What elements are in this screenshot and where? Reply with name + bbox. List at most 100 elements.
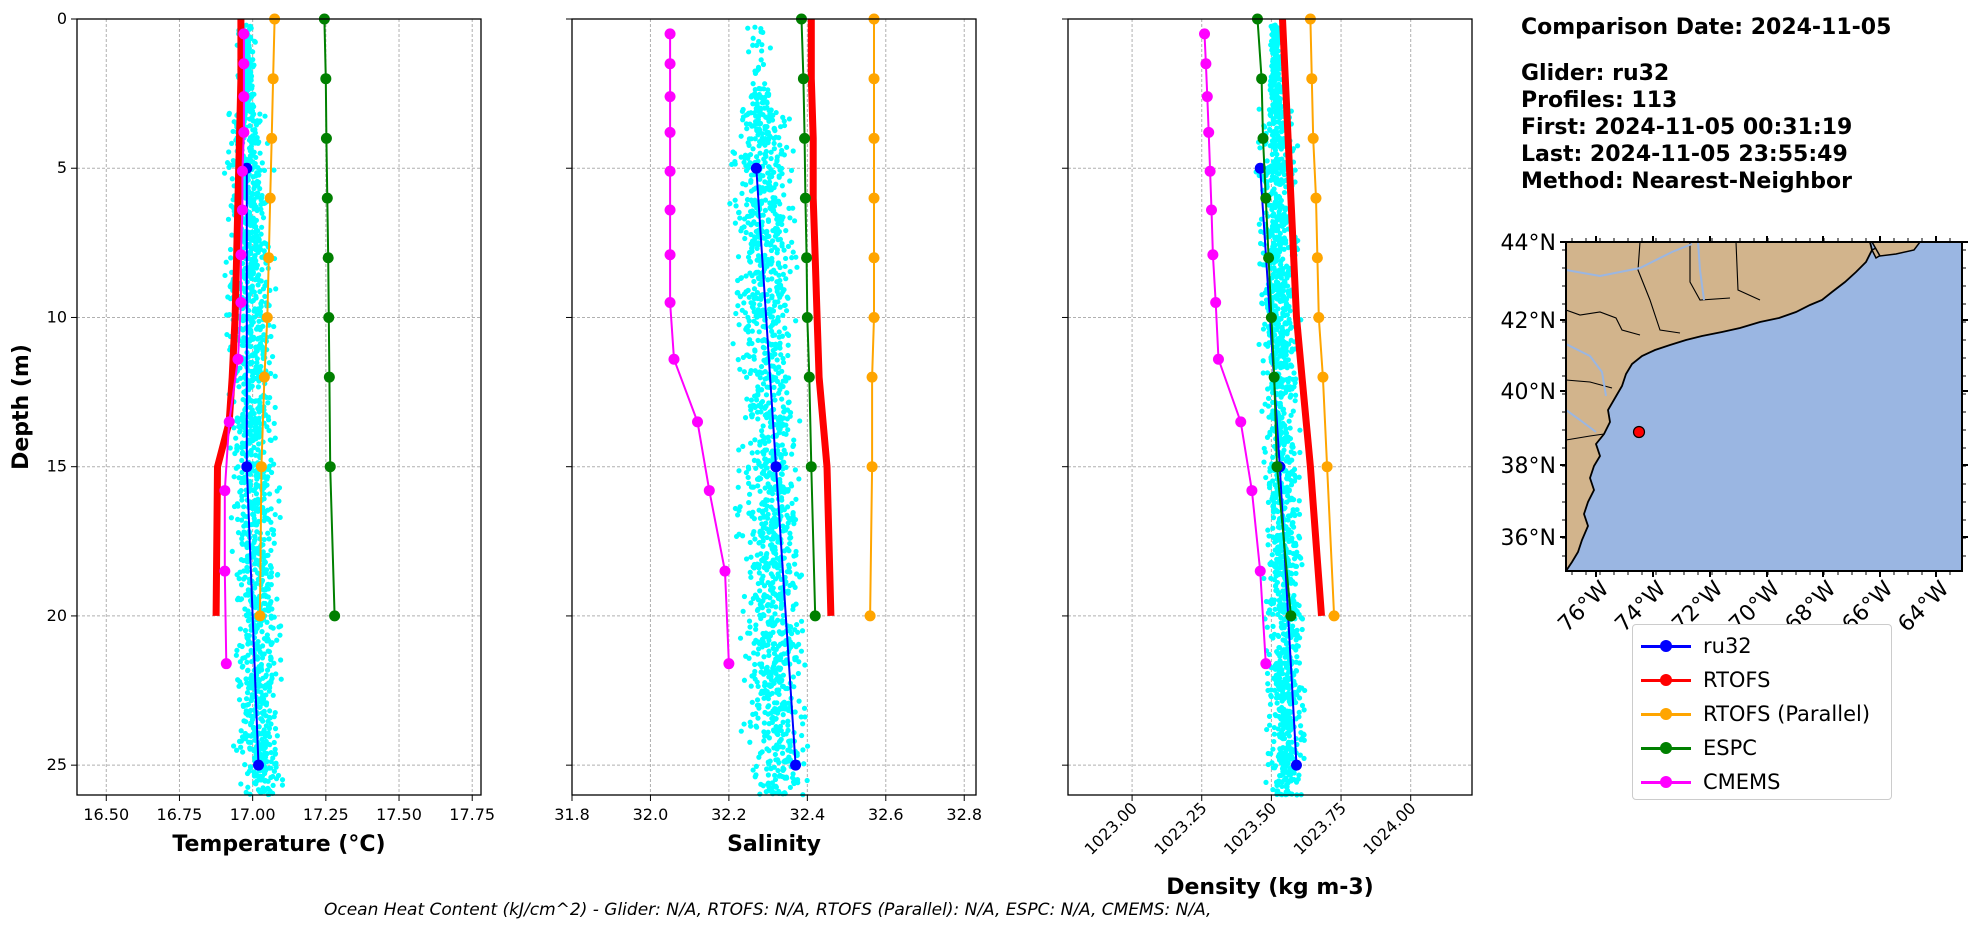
data-point (1271, 461, 1283, 473)
x-tick-label: 16.75 (157, 805, 203, 824)
glider-point (782, 255, 789, 262)
data-point (664, 249, 676, 261)
glider-point (1267, 607, 1273, 613)
glider-point (1280, 293, 1286, 300)
glider-point (263, 732, 269, 739)
glider-point (1272, 606, 1278, 612)
glider-point (776, 292, 782, 298)
glider-point (787, 215, 793, 221)
glider-point (240, 511, 246, 517)
glider-point (1282, 676, 1288, 682)
glider-point (243, 676, 249, 682)
glider-point (242, 736, 248, 742)
glider-point (229, 176, 235, 182)
glider-point (772, 776, 779, 783)
glider-point (735, 303, 741, 309)
glider-point (1272, 765, 1278, 771)
glider-point (1260, 358, 1266, 364)
glider-point (745, 25, 751, 31)
glider-point (1289, 776, 1295, 782)
glider-point (779, 171, 785, 177)
glider-point (773, 658, 779, 665)
series-espc (1251, 13, 1297, 622)
glider-point (761, 564, 767, 571)
glider-point (273, 776, 280, 782)
glider-point (239, 457, 245, 464)
glider-point (1276, 194, 1283, 200)
glider-point (1270, 611, 1276, 617)
glider-point (253, 491, 260, 497)
glider-point (248, 707, 254, 714)
glider-point (252, 600, 258, 606)
data-point (864, 610, 876, 622)
glider-point (792, 467, 798, 473)
glider-point (1290, 755, 1296, 762)
glider-point (261, 491, 268, 497)
glider-point (1284, 454, 1290, 460)
glider-point (1268, 247, 1274, 253)
glider-point (238, 582, 245, 588)
glider-point (272, 404, 278, 411)
glider-point (258, 206, 264, 212)
glider-point (1291, 542, 1297, 549)
glider-point (749, 673, 755, 679)
glider-point (1293, 563, 1300, 570)
glider-point (272, 435, 278, 441)
data-point (1307, 132, 1319, 144)
glider-point (769, 615, 775, 621)
glider-point (257, 327, 263, 333)
glider-point (773, 783, 779, 789)
glider-point (271, 540, 277, 546)
glider-point (251, 772, 258, 778)
glider-point (256, 318, 262, 324)
glider-point (264, 667, 271, 673)
glider-point (764, 474, 770, 480)
glider-point (748, 110, 754, 116)
glider-point (749, 328, 755, 334)
y-tick-label: 25 (47, 755, 67, 774)
glider-point (251, 444, 257, 451)
glider-point (747, 249, 753, 256)
data-point (1204, 165, 1216, 177)
glider-point (796, 659, 802, 665)
glider-point (748, 188, 755, 194)
glider-point (1272, 321, 1279, 327)
glider-point (252, 161, 258, 167)
glider-point (268, 370, 274, 377)
glider-point (765, 772, 771, 778)
glider-point (750, 146, 756, 152)
glider-point (269, 353, 276, 360)
glider-point (1283, 297, 1289, 303)
glider-point (755, 158, 761, 164)
glider-point (1277, 671, 1283, 677)
glider-point (773, 365, 780, 371)
glider-point (788, 481, 794, 487)
data-point (1260, 192, 1272, 204)
data-point (324, 461, 336, 473)
glider-point (261, 607, 268, 613)
glider-point (754, 245, 760, 252)
glider-point (781, 706, 787, 712)
glider-point (1264, 158, 1270, 164)
glider-point (785, 504, 791, 510)
glider-point (777, 585, 784, 591)
glider-point (1274, 292, 1281, 298)
glider-point (248, 322, 255, 328)
glider-point (1270, 600, 1277, 606)
glider-point (1275, 342, 1281, 348)
x-tick-label: 32.6 (868, 805, 904, 824)
glider-point (272, 710, 278, 716)
glider-point (1283, 641, 1290, 647)
glider-point (762, 207, 768, 213)
data-point (235, 249, 247, 261)
glider-point (239, 469, 245, 476)
data-point (1212, 353, 1224, 365)
glider-point (763, 230, 769, 236)
data-point (1310, 192, 1322, 204)
glider-point (1284, 328, 1291, 334)
glider-point (1266, 713, 1273, 719)
glider-point (240, 327, 246, 333)
glider-point (772, 576, 779, 582)
glider-point (763, 668, 769, 675)
glider-point (784, 775, 790, 781)
